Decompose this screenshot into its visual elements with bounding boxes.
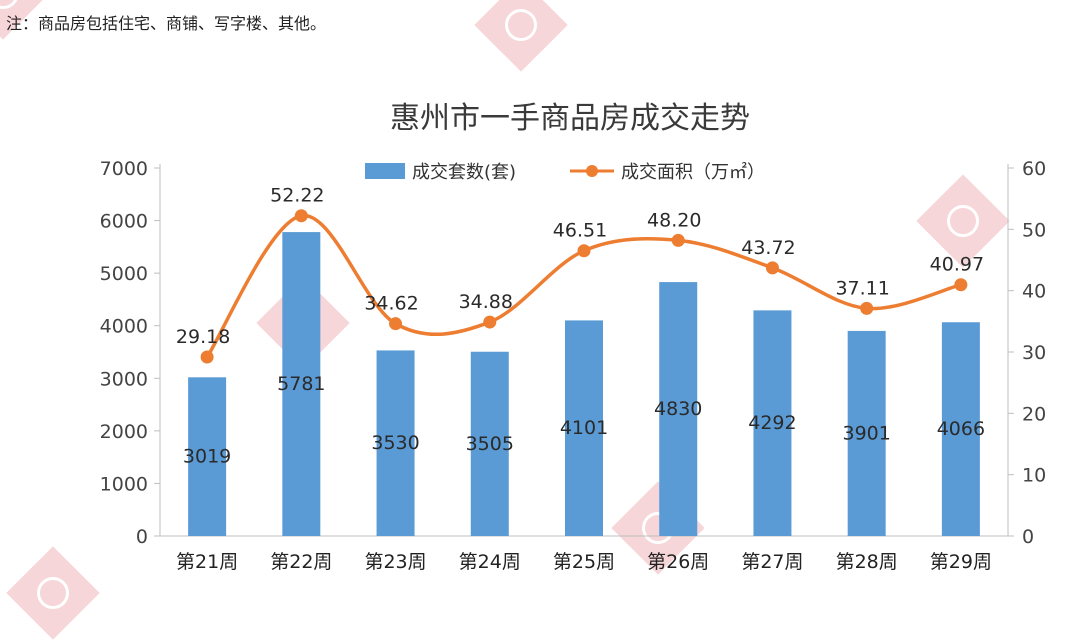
y-left-tick-label: 4000	[100, 316, 148, 338]
category-label: 第22周	[270, 551, 332, 573]
line-labels: 29.18 52.22 34.62 34.88 46.51 48.20 43.72 37.11…	[176, 185, 984, 348]
bar-data-label: 5781	[277, 373, 325, 395]
line-data-label: 52.22	[270, 185, 324, 207]
y-right-tick-label: 0	[1022, 526, 1034, 548]
category-label: 第27周	[741, 551, 803, 573]
bars	[188, 232, 980, 536]
line-point	[483, 315, 497, 329]
category-label: 第21周	[176, 551, 238, 573]
line-point	[860, 301, 874, 315]
line-point	[954, 278, 968, 292]
category-label: 第23周	[364, 551, 426, 573]
bar-data-label: 3901	[842, 422, 890, 444]
bar	[188, 377, 227, 536]
legend-bar-label: 成交套数(套)	[412, 162, 516, 183]
bar	[282, 232, 321, 536]
line-data-label: 34.88	[459, 291, 513, 313]
bar	[565, 320, 603, 536]
y-left-tick-label: 5000	[100, 263, 148, 285]
legend-line-label: 成交面积（万㎡）	[621, 161, 765, 183]
y-right-tick-label: 50	[1022, 219, 1046, 241]
category-label: 第24周	[459, 551, 521, 573]
axes: 0 1000 2000 3000 4000 5000 6000 7000 0 10 20 30 40 50…	[100, 158, 1047, 548]
category-label: 第26周	[647, 551, 709, 573]
line-series	[200, 209, 968, 364]
y-right-tick-label: 20	[1022, 403, 1046, 425]
y-left-tick-label: 2000	[100, 421, 148, 443]
bar-data-label: 3019	[183, 446, 231, 468]
line-data-label: 46.51	[553, 220, 607, 242]
line-data-label: 48.20	[647, 209, 701, 231]
category-labels: 第21周 第22周 第23周 第24周 第25周 第26周 第27周 第28周 第29周	[176, 551, 992, 573]
line-point	[200, 350, 214, 364]
legend: 成交套数(套) 成交面积（万㎡）	[365, 161, 765, 183]
y-right-tick-label: 30	[1022, 342, 1046, 364]
bar-labels: 3019 5781 3530 3505 4101 4830 4292 3901 4066	[183, 373, 985, 468]
category-label: 第29周	[930, 551, 992, 573]
footnote: 注：商品房包括住宅、商铺、写字楼、其他。	[6, 14, 327, 33]
chart-title: 惠州市一手商品房成交走势	[390, 101, 750, 136]
y-left-tick-label: 1000	[100, 473, 148, 495]
bar	[753, 310, 792, 536]
bar	[847, 330, 886, 536]
y-left-tick-label: 3000	[100, 368, 148, 390]
line-data-label: 37.11	[835, 277, 889, 299]
y-left-tick-label: 7000	[100, 158, 148, 180]
bar-data-label: 3505	[466, 433, 514, 455]
line-point	[389, 317, 403, 331]
bar	[941, 322, 980, 536]
bar	[659, 282, 698, 536]
line-point	[765, 261, 779, 275]
line-data-label: 40.97	[930, 254, 984, 276]
line-point	[294, 209, 308, 223]
y-right-tick-label: 40	[1022, 281, 1046, 303]
bar	[470, 351, 509, 536]
legend-line-marker	[586, 165, 598, 177]
category-label: 第28周	[836, 551, 898, 573]
y-left-tick-label: 6000	[100, 211, 148, 233]
line-data-label: 34.62	[364, 293, 418, 315]
legend-bar-swatch	[365, 163, 405, 179]
bar-data-label: 3530	[371, 432, 419, 454]
bar-data-label: 4101	[560, 417, 608, 439]
y-left-tick-label: 0	[136, 526, 148, 548]
category-label: 第25周	[553, 551, 615, 573]
bar-data-label: 4830	[654, 398, 702, 420]
chart: 惠州市一手商品房成交走势 成交套数(套) 成交面积（万㎡） 0 1000 2000 3…	[100, 101, 1047, 573]
line-point	[577, 244, 591, 258]
bar-data-label: 4066	[937, 418, 985, 440]
bar	[376, 350, 415, 536]
y-right-tick-label: 60	[1022, 158, 1046, 180]
bar-data-label: 4292	[748, 412, 796, 434]
line-data-label: 43.72	[741, 237, 795, 259]
line-point	[671, 233, 685, 247]
line-data-label: 29.18	[176, 326, 230, 348]
y-right-tick-label: 10	[1022, 465, 1046, 487]
